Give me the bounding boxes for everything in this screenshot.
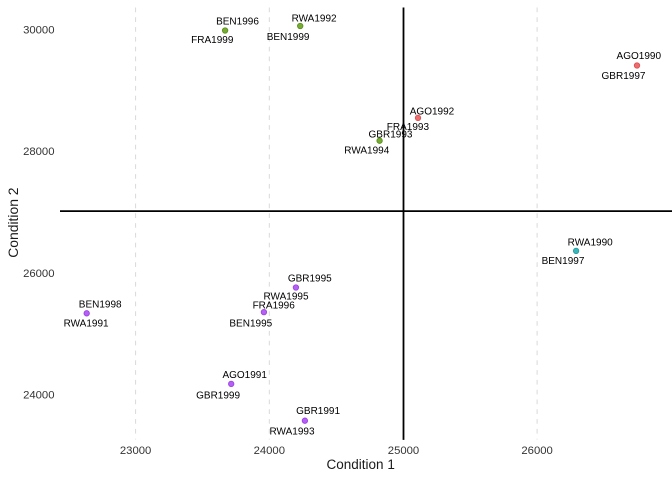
svg-text:23000: 23000 xyxy=(120,445,151,457)
svg-text:BEN1997: BEN1997 xyxy=(542,256,585,267)
svg-text:GBR1991: GBR1991 xyxy=(296,406,340,417)
svg-text:BEN1998: BEN1998 xyxy=(79,299,122,310)
svg-text:GBR1995: GBR1995 xyxy=(288,274,332,285)
svg-text:AGO1990: AGO1990 xyxy=(617,51,662,62)
svg-text:Condition 1: Condition 1 xyxy=(327,457,395,472)
svg-text:GBR1997: GBR1997 xyxy=(602,71,646,82)
svg-text:BEN1995: BEN1995 xyxy=(229,318,272,329)
svg-text:AGO1991: AGO1991 xyxy=(222,370,267,381)
svg-text:RWA1990: RWA1990 xyxy=(568,238,613,249)
svg-text:24000: 24000 xyxy=(254,445,285,457)
svg-text:FRA1993: FRA1993 xyxy=(387,122,430,133)
svg-text:26000: 26000 xyxy=(23,268,54,280)
svg-text:25000: 25000 xyxy=(388,445,419,457)
svg-text:BEN1996: BEN1996 xyxy=(216,17,259,28)
svg-text:24000: 24000 xyxy=(23,390,54,402)
svg-text:FRA1999: FRA1999 xyxy=(191,35,234,46)
svg-text:RWA1994: RWA1994 xyxy=(344,146,389,157)
svg-text:RWA1993: RWA1993 xyxy=(269,427,314,438)
svg-text:RWA1992: RWA1992 xyxy=(292,13,337,24)
svg-text:GBR1999: GBR1999 xyxy=(196,391,240,402)
svg-text:26000: 26000 xyxy=(521,445,552,457)
svg-text:FRA1996: FRA1996 xyxy=(253,300,296,311)
svg-text:RWA1995: RWA1995 xyxy=(263,292,308,303)
svg-text:AGO1992: AGO1992 xyxy=(410,106,455,117)
svg-text:28000: 28000 xyxy=(23,146,54,158)
svg-text:BEN1999: BEN1999 xyxy=(267,32,310,43)
svg-text:Condition 2: Condition 2 xyxy=(5,187,21,258)
svg-text:GBR1993: GBR1993 xyxy=(369,129,413,140)
svg-text:30000: 30000 xyxy=(23,25,54,37)
svg-text:RWA1991: RWA1991 xyxy=(64,319,109,330)
